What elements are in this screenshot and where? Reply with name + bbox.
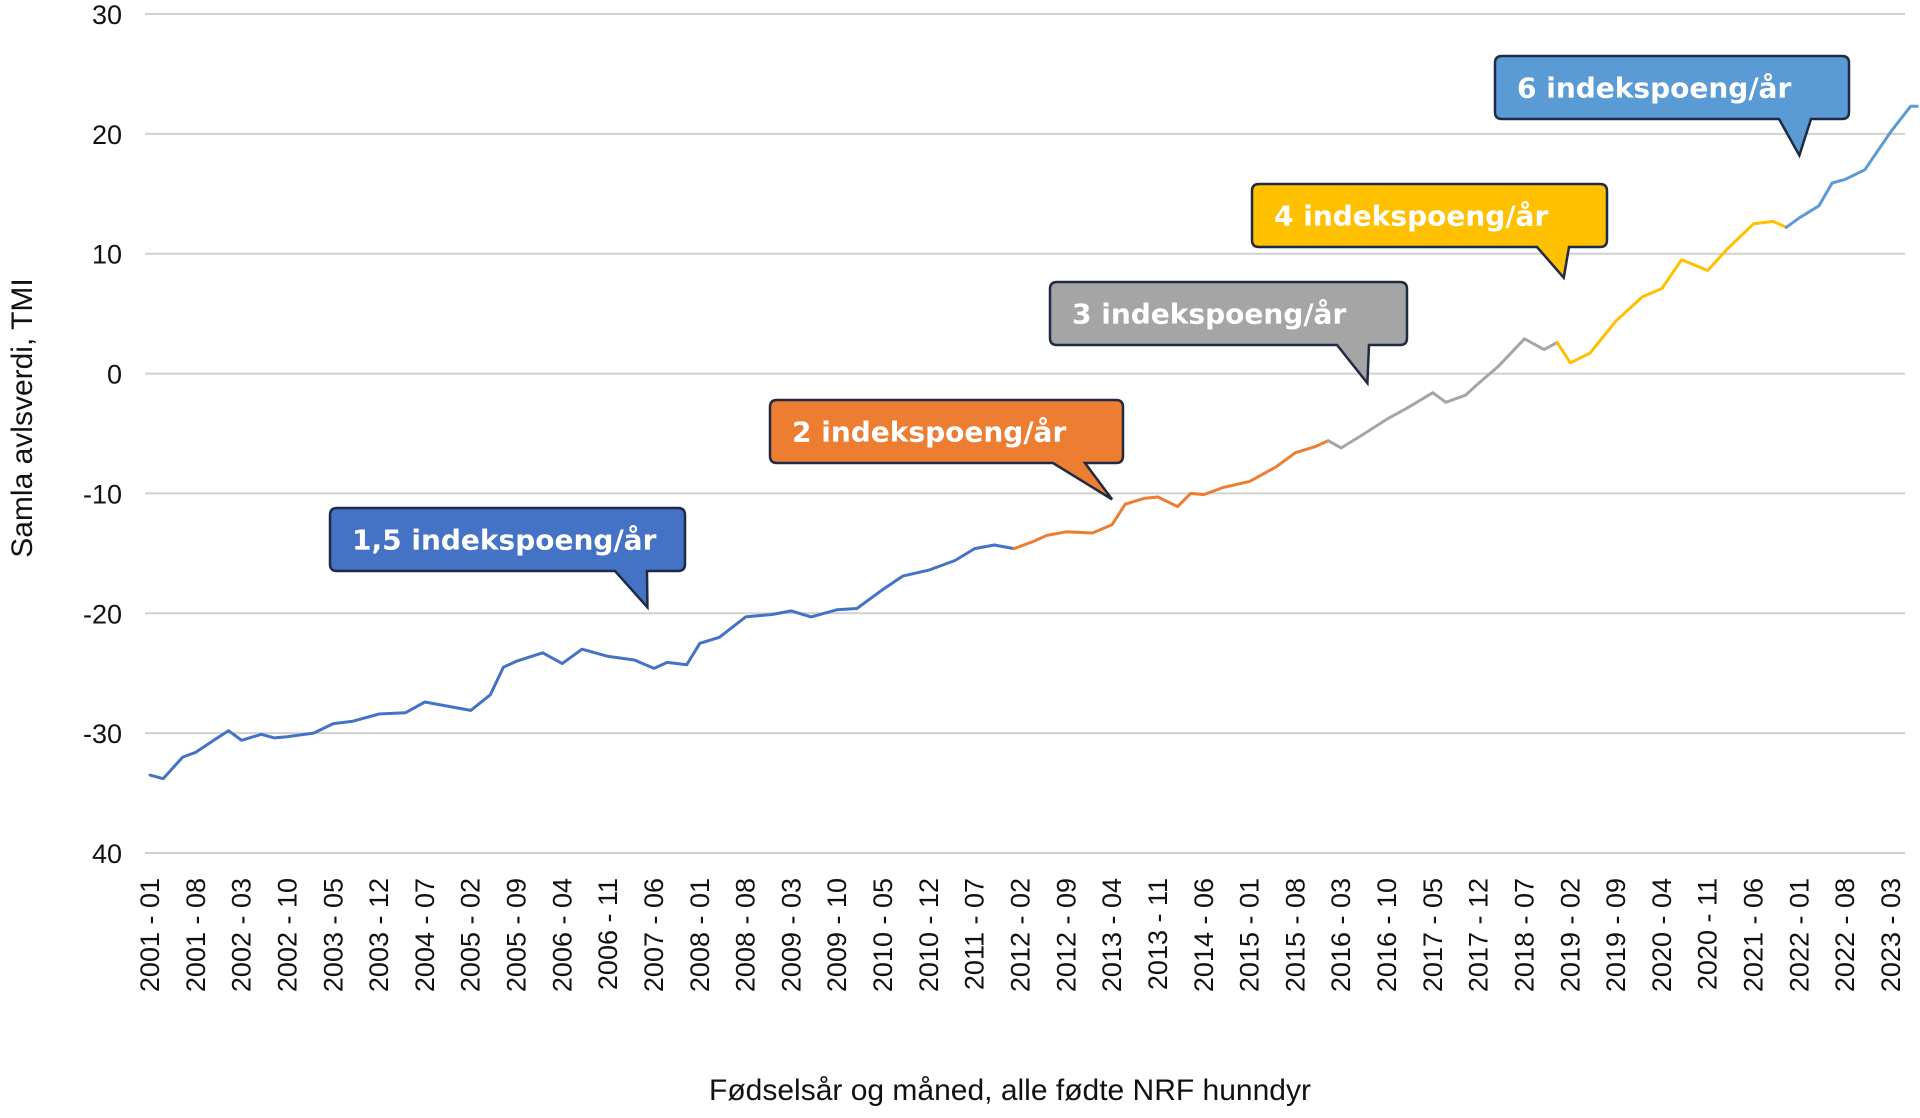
callout-label: 1,5 indekspoeng/år <box>352 524 657 557</box>
x-tick-label: 2007 - 06 <box>639 878 669 992</box>
x-tick-label: 2022 - 01 <box>1784 878 1814 992</box>
x-tick-label: 2003 - 12 <box>364 878 394 992</box>
x-tick-label: 2016 - 03 <box>1326 878 1356 992</box>
series-line <box>1555 219 1788 365</box>
annotation-callout: 4 indekspoeng/år <box>1250 182 1609 281</box>
x-tick-label: 2001 - 01 <box>135 878 165 992</box>
y-tick-label: 30 <box>92 0 122 30</box>
callout-bubble <box>1493 54 1851 159</box>
x-tick-label: 2013 - 11 <box>1143 878 1173 990</box>
x-tick-label: 2005 - 09 <box>502 878 532 992</box>
x-tick-label: 2001 - 08 <box>181 878 211 992</box>
x-tick-label: 2015 - 08 <box>1280 878 1310 992</box>
y-tick-label: 20 <box>92 120 122 150</box>
y-tick-label: 0 <box>107 360 122 390</box>
x-tick-label: 2009 - 10 <box>822 878 852 992</box>
x-tick-label: 2002 - 03 <box>227 878 257 992</box>
x-tick-label: 2010 - 05 <box>868 878 898 992</box>
x-tick-label: 2006 - 04 <box>547 878 577 992</box>
annotation-callout: 1,5 indekspoeng/år <box>328 506 687 611</box>
y-axis-label: Samla avlsverdi, TMI <box>6 278 39 558</box>
x-tick-label: 2010 - 12 <box>914 878 944 992</box>
x-tick-label: 2009 - 03 <box>776 878 806 992</box>
x-tick-label: 2014 - 06 <box>1189 878 1219 992</box>
callout-label: 6 indekspoeng/år <box>1517 72 1791 105</box>
callout-bubble <box>1250 182 1609 281</box>
annotation-callout: 6 indekspoeng/år <box>1493 54 1851 159</box>
x-tick-label: 2003 - 05 <box>318 878 348 992</box>
x-tick-label: 2005 - 02 <box>456 878 486 992</box>
x-tick-label: 2023 - 03 <box>1876 878 1906 992</box>
x-tick-label: 2018 - 07 <box>1509 878 1539 992</box>
x-tick-label: 2021 - 06 <box>1739 878 1769 992</box>
x-tick-label: 2008 - 01 <box>685 878 715 992</box>
x-tick-label: 2022 - 08 <box>1830 878 1860 992</box>
x-tick-label: 2002 - 10 <box>272 878 302 992</box>
x-axis-ticks: 2001 - 01 2001 - 08 2002 - 03 2002 - 10 2003… <box>135 878 1906 992</box>
y-axis-ticks: 30 20 10 0 -10 -20 -30 40 <box>83 0 122 869</box>
x-tick-label: 2012 - 02 <box>1006 878 1036 992</box>
y-tick-label: 10 <box>92 240 122 270</box>
series-line <box>1012 439 1330 551</box>
callout-bubble <box>1048 280 1409 387</box>
x-tick-label: 2019 - 02 <box>1555 878 1585 992</box>
annotation-callout: 3 indekspoeng/år <box>1048 280 1409 387</box>
x-tick-label: 2004 - 07 <box>410 878 440 992</box>
series-line <box>1326 337 1559 450</box>
x-tick-label: 2006 - 11 <box>593 878 623 990</box>
x-tick-label: 2020 - 04 <box>1647 878 1677 992</box>
x-tick-label: 2017 - 12 <box>1464 878 1494 992</box>
series-line <box>148 543 1016 781</box>
callout-label: 3 indekspoeng/år <box>1072 298 1346 331</box>
series-line <box>1784 104 1919 229</box>
y-tick-label: -10 <box>83 479 122 509</box>
callout-label: 2 indekspoeng/år <box>792 416 1066 449</box>
x-tick-label: 2015 - 01 <box>1235 878 1265 992</box>
annotations: 1,5 indekspoeng/år 2 indekspoeng/år 3 inde… <box>328 54 1851 611</box>
series-lines <box>148 104 1919 781</box>
x-tick-label: 2012 - 09 <box>1051 878 1081 992</box>
y-tick-label: -30 <box>83 719 122 749</box>
y-tick-label: 40 <box>92 839 122 869</box>
x-tick-label: 2019 - 09 <box>1601 878 1631 992</box>
callout-bubble <box>328 506 687 611</box>
x-axis-label: Fødselsår og måned, alle fødte NRF hunnd… <box>709 1074 1311 1107</box>
x-tick-label: 2008 - 08 <box>731 878 761 992</box>
x-tick-label: 2020 - 11 <box>1693 878 1723 990</box>
x-tick-label: 2011 - 07 <box>960 878 990 990</box>
x-tick-label: 2013 - 04 <box>1097 878 1127 992</box>
gridlines <box>145 13 1905 854</box>
callout-label: 4 indekspoeng/år <box>1274 200 1548 233</box>
x-tick-label: 2016 - 10 <box>1372 878 1402 992</box>
callout-bubble <box>768 398 1125 501</box>
y-tick-label: -20 <box>83 599 122 629</box>
x-tick-label: 2017 - 05 <box>1418 878 1448 992</box>
annotation-callout: 2 indekspoeng/år <box>768 398 1125 501</box>
